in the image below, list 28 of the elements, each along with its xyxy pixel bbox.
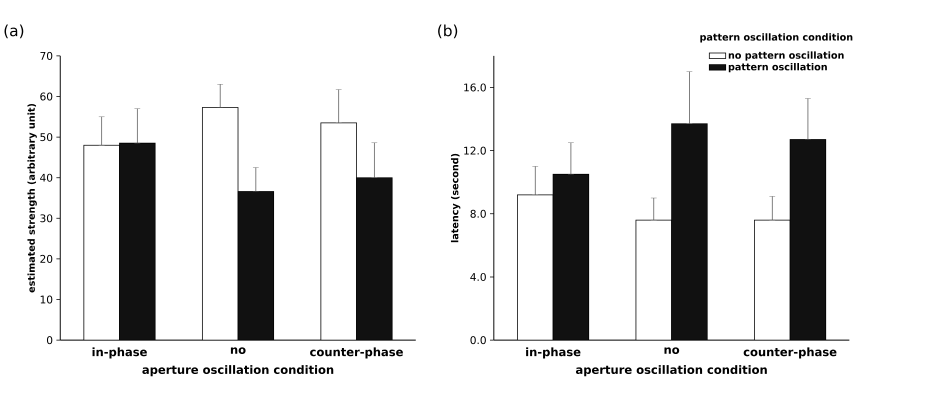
chart-title: (b) [438, 24, 458, 38]
x-tick-label: in-phase [526, 347, 580, 358]
x-tick-label: in-phase [92, 347, 147, 358]
x-axis-title: aperture oscillation condition [576, 364, 767, 376]
y-tick-label: 40 [40, 173, 52, 182]
legend-title: pattern oscillation condition [700, 33, 852, 42]
legend-label: no pattern oscillation [728, 51, 844, 60]
y-tick-label: 16.0 [464, 83, 486, 92]
y-tick-label: 30 [40, 214, 52, 222]
x-tick-label: counter-phase [744, 347, 836, 358]
y-tick-label: 0.0 [470, 336, 486, 344]
y-axis-title: estimated strength (arbitrary unit) [27, 104, 37, 292]
chart-title: (a) [4, 24, 24, 38]
y-tick-label: 4.0 [470, 272, 486, 281]
x-tick-label: counter-phase [310, 347, 403, 358]
legend-label: pattern oscillation [728, 62, 827, 72]
y-tick-label: 12.0 [464, 146, 486, 154]
y-tick-label: 70 [40, 52, 52, 60]
y-tick-label: 8.0 [470, 210, 486, 218]
y-tick-label: 60 [40, 92, 52, 100]
y-tick-label: 50 [40, 132, 52, 141]
y-tick-label: 20 [40, 254, 52, 263]
x-axis-title: aperture oscillation condition [142, 364, 334, 376]
x-tick-label: no [664, 347, 680, 354]
y-tick-label: 0 [46, 336, 52, 344]
x-tick-label: no [230, 347, 246, 354]
y-tick-label: 10 [40, 295, 52, 304]
y-axis-title: latency (second) [450, 154, 460, 242]
